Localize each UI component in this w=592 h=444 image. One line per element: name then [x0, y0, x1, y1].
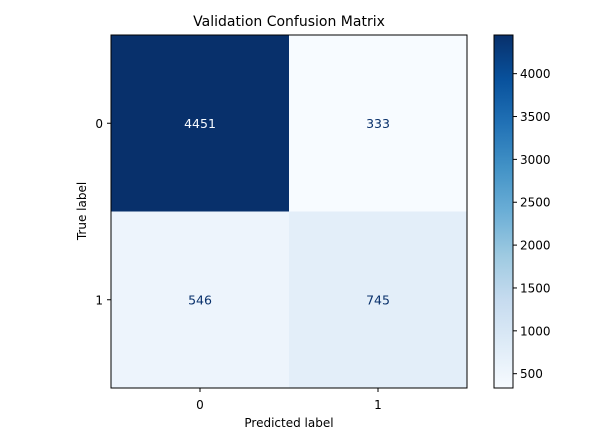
cell-value-label: 333 [366, 116, 390, 131]
heatmap-cell [111, 211, 289, 388]
colorbar [493, 34, 514, 389]
heatmap-cell [289, 211, 467, 388]
x-tick-label: 1 [374, 398, 382, 412]
colorbar-tick-label: 500 [520, 367, 543, 381]
y-axis-label: True label [75, 182, 89, 241]
colorbar-tick-label: 1000 [520, 324, 551, 338]
heatmap-cell [289, 35, 467, 212]
cell-value-label: 745 [366, 292, 390, 307]
colorbar-tick-label: 3000 [520, 153, 551, 167]
heatmap-cells: 4451 333 546 745 [111, 35, 467, 388]
chart-title: Validation Confusion Matrix [193, 14, 385, 30]
cell-value-label: 546 [188, 292, 212, 307]
x-axis-label: Predicted label [244, 416, 333, 430]
heatmap-cell [111, 35, 289, 212]
colorbar-tick-label: 4000 [520, 67, 551, 81]
colorbar-ticks: 500 1000 1500 2000 2500 3000 3500 4000 [513, 67, 551, 381]
y-tick-label: 0 [95, 117, 103, 131]
cell-value-label: 4451 [184, 116, 216, 131]
plot-frame [110, 34, 468, 389]
colorbar-tick-label: 2000 [520, 239, 551, 253]
y-axis-ticks: 01 [95, 117, 111, 307]
colorbar-tick-label: 1500 [520, 281, 551, 295]
colorbar-tick-label: 2500 [520, 196, 551, 210]
x-tick-label: 0 [196, 398, 204, 412]
colorbar-tick-label: 3500 [520, 110, 551, 124]
y-tick-label: 1 [95, 293, 103, 307]
